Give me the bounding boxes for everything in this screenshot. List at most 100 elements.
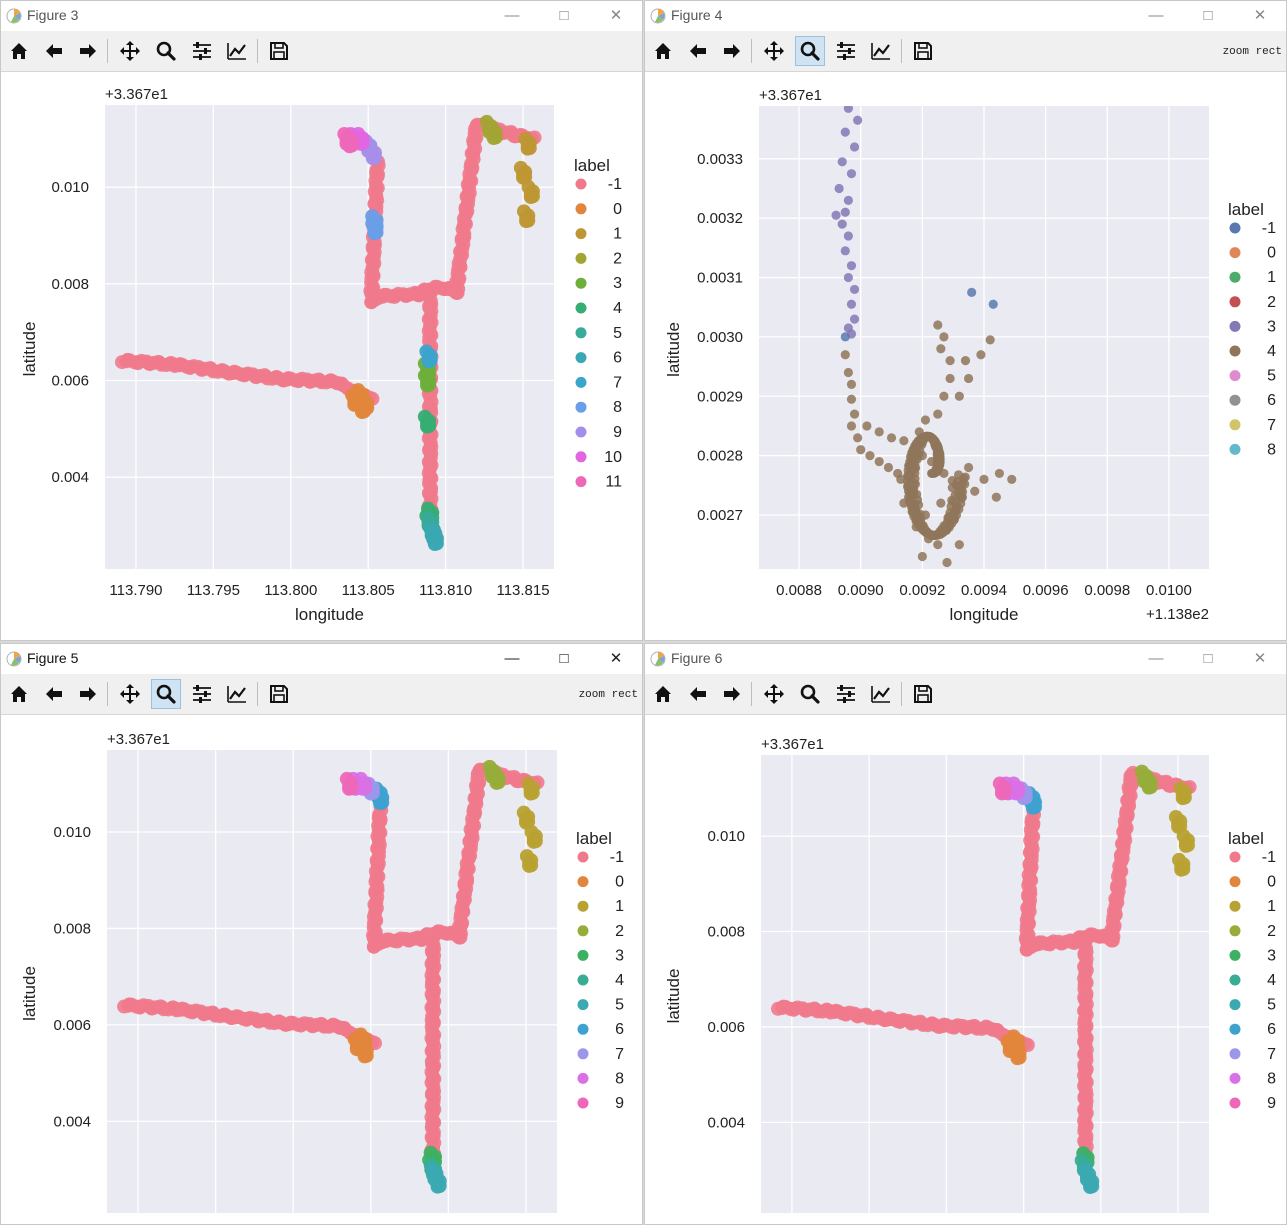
back-button[interactable] <box>683 679 713 709</box>
home-button[interactable] <box>648 679 678 709</box>
configure-sliders-icon <box>837 685 855 703</box>
close-button[interactable]: ✕ <box>1253 7 1267 24</box>
home-button[interactable] <box>648 36 678 66</box>
data-point <box>940 524 950 535</box>
back-button[interactable] <box>39 679 69 709</box>
home-button[interactable] <box>4 36 34 66</box>
data-point <box>837 157 847 167</box>
legend-entry-label: 4 <box>613 300 622 317</box>
legend-entry-label: 1 <box>613 226 622 243</box>
data-point <box>913 436 923 446</box>
data-point <box>429 536 444 551</box>
data-point <box>954 504 964 514</box>
configure-subplots-button[interactable] <box>831 679 861 709</box>
save-figure-button[interactable] <box>264 679 294 709</box>
forward-button[interactable] <box>73 679 103 709</box>
close-button[interactable]: ✕ <box>1253 650 1267 667</box>
maximize-button[interactable]: □ <box>1203 7 1213 24</box>
data-point <box>949 511 959 521</box>
edit-axis-button[interactable] <box>222 679 252 709</box>
close-button[interactable]: ✕ <box>609 650 623 667</box>
legend-marker <box>577 876 589 888</box>
save-figure-button[interactable] <box>908 679 938 709</box>
window-titlebar[interactable]: Figure 4 — □ ✕ <box>645 1 1286 31</box>
data-point <box>1007 474 1017 484</box>
minimize-button[interactable]: — <box>504 650 520 667</box>
y-tick-label: 0.006 <box>51 373 89 390</box>
legend-entry-label: 4 <box>1267 343 1276 360</box>
save-figure-button[interactable] <box>908 36 938 66</box>
save-figure-button[interactable] <box>264 36 294 66</box>
zoom-button[interactable] <box>795 679 825 709</box>
legend-entry-label: 3 <box>613 275 622 292</box>
legend-entry-label: 8 <box>615 1070 624 1087</box>
minimize-button[interactable]: — <box>504 7 520 24</box>
back-button[interactable] <box>39 36 69 66</box>
minimize-button[interactable]: — <box>1148 650 1164 667</box>
figure-canvas[interactable]: +3.367e1 0.004 0.006 0.008 0.010 latitude labe… <box>645 715 1286 1224</box>
scatter-points <box>831 106 1017 568</box>
y-tick-label: 0.004 <box>707 1114 745 1131</box>
home-icon <box>11 686 27 702</box>
y-offset-label: +3.367e1 <box>105 86 168 103</box>
figure-window[interactable]: Figure 4 — □ ✕ zoom rect +3.367e1 0.0027 0.0028… <box>644 0 1287 641</box>
forward-button[interactable] <box>73 36 103 66</box>
legend-marker <box>575 178 587 190</box>
data-point <box>360 401 375 416</box>
pan-button[interactable] <box>115 679 145 709</box>
legend-entry-label: 7 <box>1267 1046 1276 1063</box>
legend-marker <box>575 252 587 264</box>
forward-button[interactable] <box>717 679 747 709</box>
zoom-button[interactable] <box>151 679 181 709</box>
edit-axis-button[interactable] <box>866 679 896 709</box>
home-button[interactable] <box>4 679 34 709</box>
legend-entry-label: 8 <box>613 399 622 416</box>
pan-button[interactable] <box>759 679 789 709</box>
window-titlebar[interactable]: Figure 3 — □ ✕ <box>1 1 642 31</box>
axes-background <box>107 750 557 1213</box>
pan-button[interactable] <box>759 36 789 66</box>
y-tick-label: 0.0029 <box>697 388 743 405</box>
zoom-button[interactable] <box>151 36 181 66</box>
configure-subplots-button[interactable] <box>831 36 861 66</box>
legend-title: label <box>1228 829 1264 848</box>
legend-marker <box>575 451 587 463</box>
edit-axis-button[interactable] <box>866 36 896 66</box>
maximize-button[interactable]: □ <box>559 7 569 24</box>
window-titlebar[interactable]: Figure 6 — □ ✕ <box>645 644 1286 674</box>
figure-canvas[interactable]: +3.367e1 0.004 0.006 0.008 0.010 latitude labe… <box>1 715 642 1224</box>
legend-marker <box>1229 1048 1241 1060</box>
legend-marker <box>575 327 587 339</box>
forward-button[interactable] <box>717 36 747 66</box>
back-button[interactable] <box>683 36 713 66</box>
data-point <box>954 391 964 401</box>
data-point <box>840 207 850 217</box>
configure-subplots-button[interactable] <box>187 679 217 709</box>
data-point <box>930 436 940 446</box>
figure-window[interactable]: Figure 3 — □ ✕ +3.367e1 0.004 0.006 0.008 0.010 1… <box>0 0 643 641</box>
minimize-button[interactable]: — <box>1148 7 1164 24</box>
window-titlebar[interactable]: Figure 5 — □ ✕ <box>1 644 642 674</box>
y-tick-label: 0.008 <box>707 924 745 941</box>
figure-canvas[interactable]: +3.367e1 0.0027 0.0028 0.0029 0.0030 0.0031 0.… <box>645 72 1286 640</box>
pan-button[interactable] <box>115 36 145 66</box>
close-button[interactable]: ✕ <box>609 7 623 24</box>
forward-arrow-icon <box>724 44 740 58</box>
maximize-button[interactable]: □ <box>1203 650 1213 667</box>
edit-axis-button[interactable] <box>222 36 252 66</box>
figure-window[interactable]: Figure 5 — □ ✕ zoom rect +3.367e1 0.004 0.006 0.… <box>0 643 643 1225</box>
pan-move-icon <box>764 41 784 61</box>
legend-marker <box>1229 949 1241 961</box>
configure-sliders-icon <box>837 42 855 60</box>
legend-entry-label: 0 <box>1267 874 1276 891</box>
legend-entry-label: 2 <box>615 923 624 940</box>
zoom-button[interactable] <box>795 36 825 66</box>
toolbar-separator <box>107 39 108 63</box>
data-point <box>933 540 943 550</box>
maximize-button[interactable]: □ <box>559 650 569 667</box>
data-point <box>933 320 943 330</box>
figure-window[interactable]: Figure 6 — □ ✕ +3.367e1 0.004 0.006 0.008 0.010 l… <box>644 643 1287 1225</box>
figure-canvas[interactable]: +3.367e1 0.004 0.006 0.008 0.010 113.790 113.7… <box>1 72 642 640</box>
data-point <box>843 195 853 205</box>
configure-subplots-button[interactable] <box>187 36 217 66</box>
